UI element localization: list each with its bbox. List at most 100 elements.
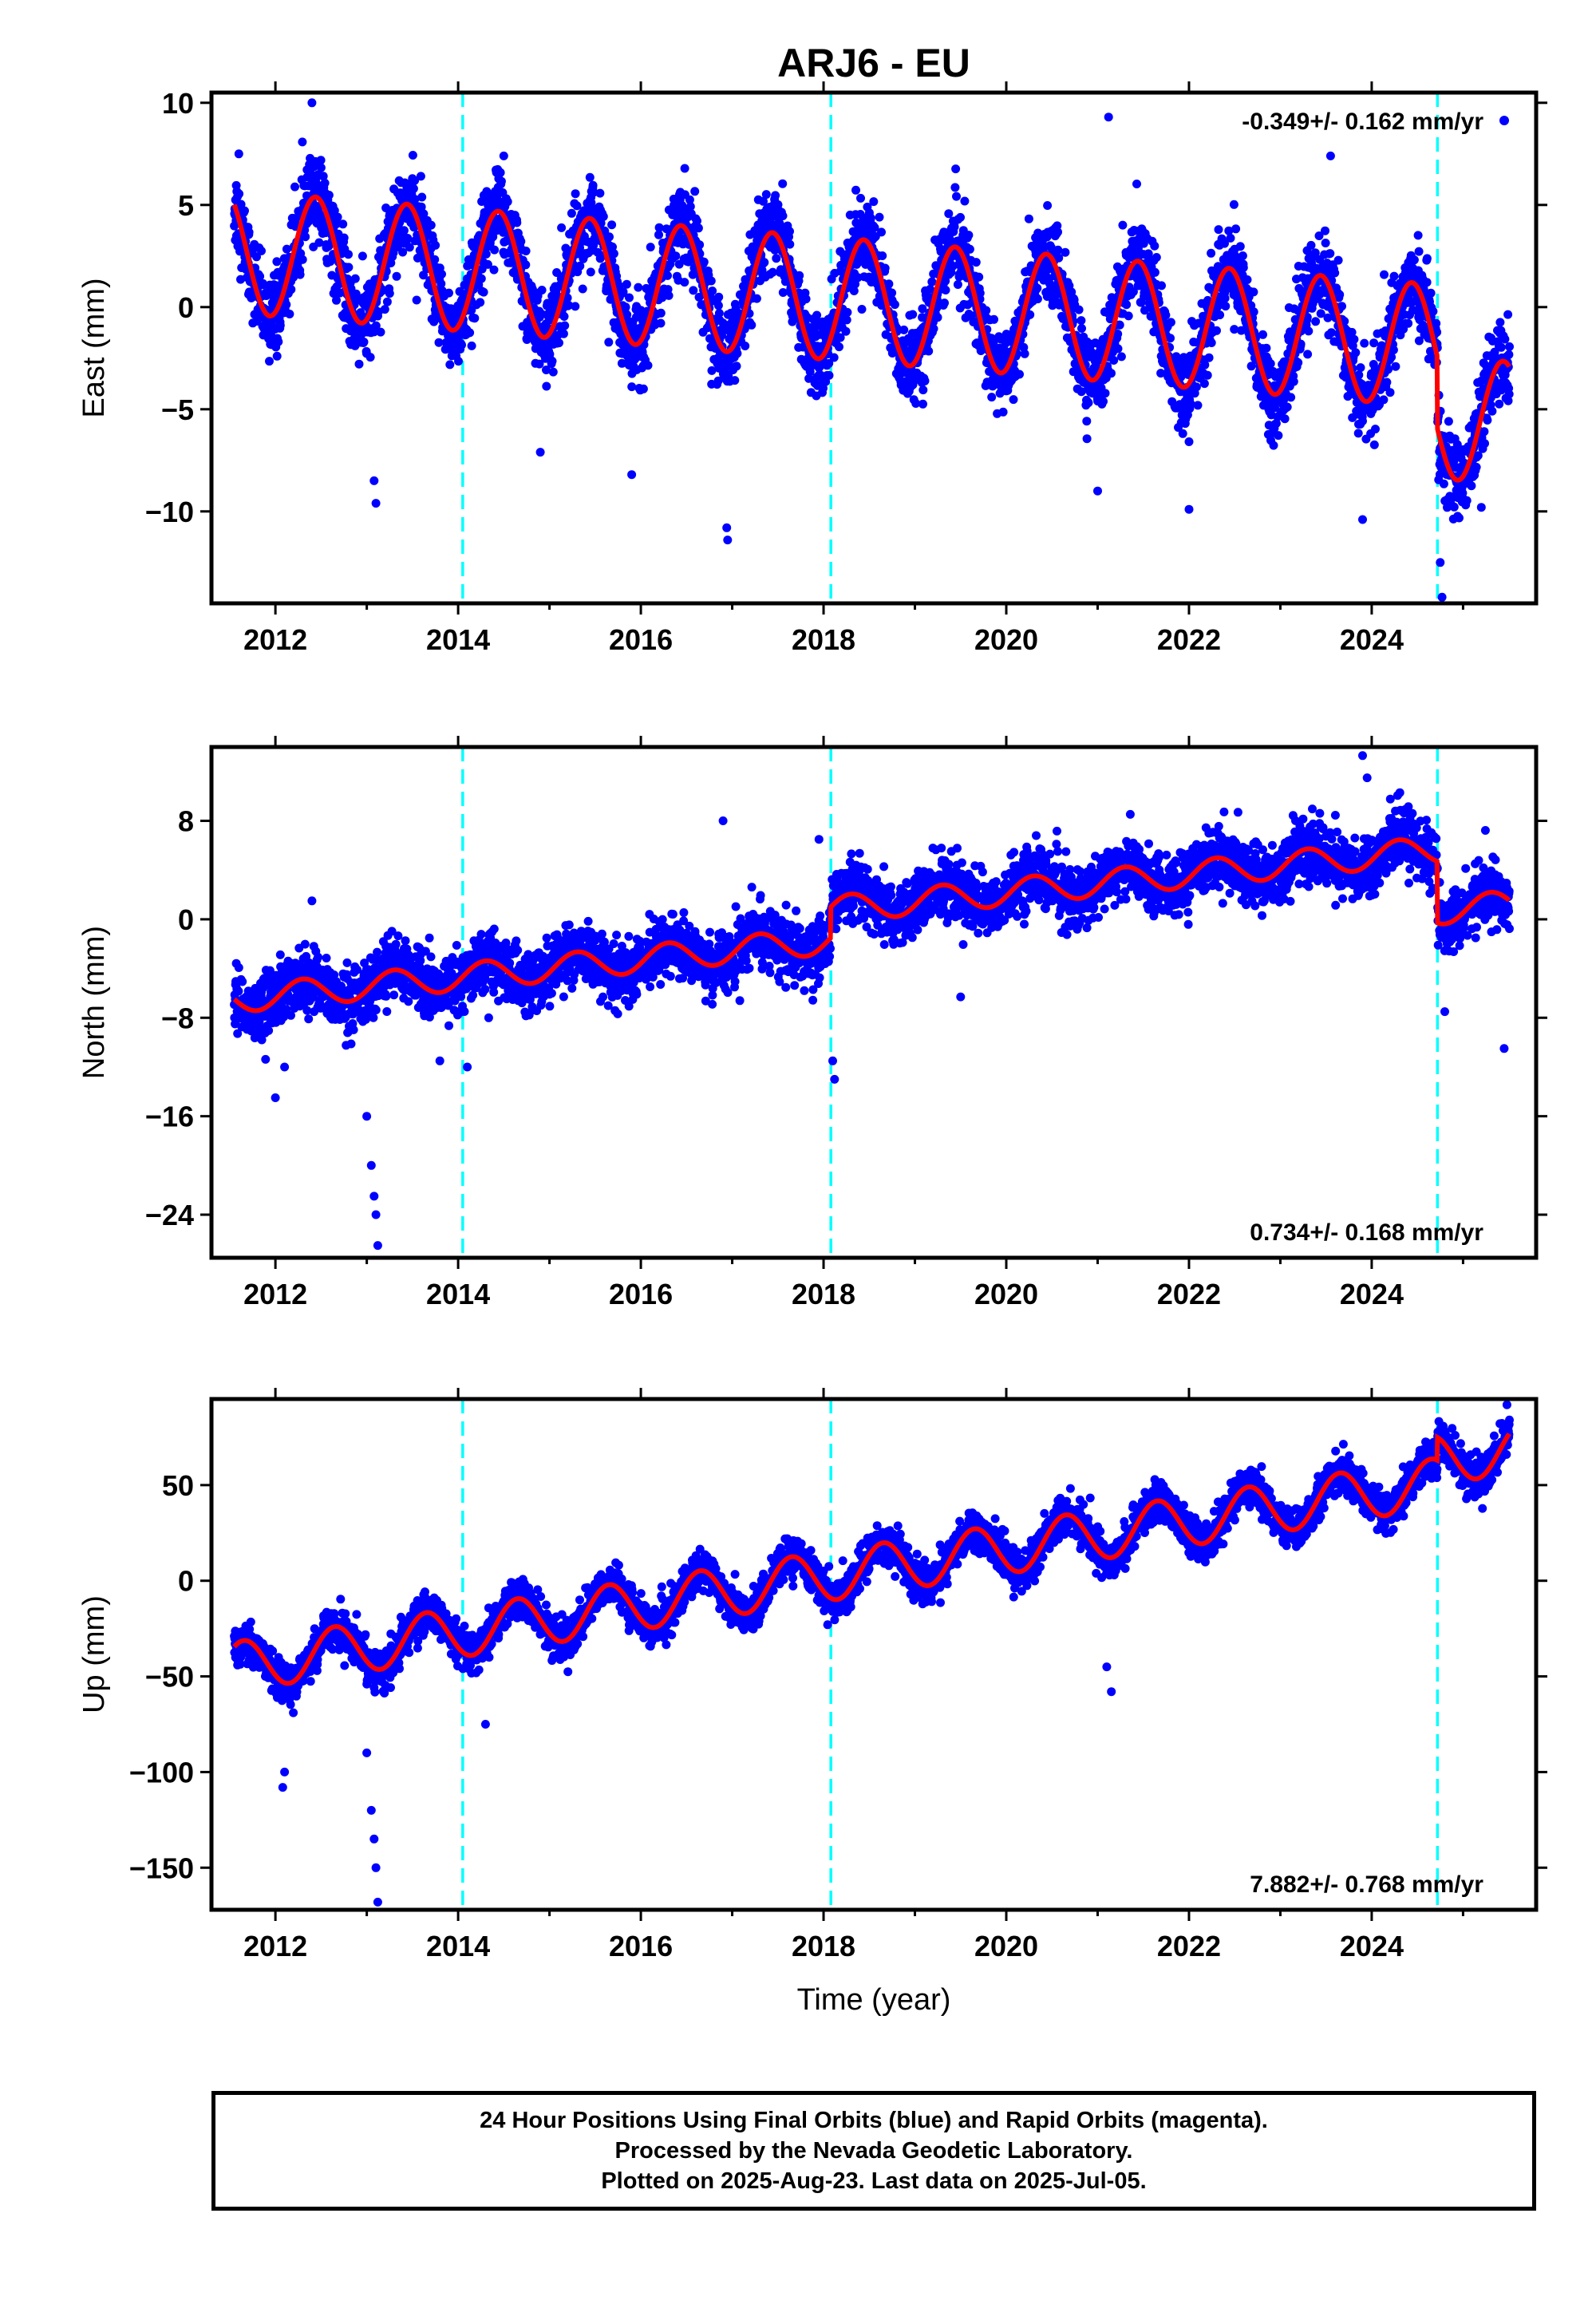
data-point bbox=[656, 308, 666, 318]
data-point bbox=[1025, 310, 1035, 319]
data-point bbox=[476, 274, 486, 283]
data-point bbox=[476, 298, 485, 307]
data-point bbox=[333, 212, 342, 222]
outlier-point bbox=[627, 470, 637, 480]
y-tick-label: −10 bbox=[145, 496, 194, 528]
data-point bbox=[564, 301, 574, 310]
data-point bbox=[1389, 346, 1398, 354]
data-point bbox=[1504, 350, 1514, 359]
data-point bbox=[587, 198, 596, 207]
data-point bbox=[542, 366, 551, 374]
outlier-point bbox=[1476, 503, 1486, 512]
data-point bbox=[457, 340, 466, 350]
data-point bbox=[496, 176, 506, 186]
data-point bbox=[998, 407, 1008, 417]
data-point bbox=[365, 353, 375, 362]
data-point bbox=[617, 358, 626, 368]
data-point bbox=[489, 265, 499, 275]
x-tick-label: 2020 bbox=[974, 623, 1038, 656]
data-point bbox=[1238, 251, 1247, 260]
y-tick-label: 0 bbox=[178, 291, 194, 324]
data-point bbox=[778, 211, 788, 220]
data-point bbox=[1303, 350, 1313, 359]
data-point bbox=[689, 286, 698, 295]
data-point bbox=[1413, 231, 1423, 240]
data-point bbox=[1391, 362, 1400, 371]
data-point bbox=[1212, 326, 1221, 335]
data-point bbox=[1409, 255, 1419, 265]
data-point bbox=[1487, 406, 1497, 416]
outlier-point bbox=[722, 523, 732, 532]
data-point bbox=[1500, 334, 1510, 344]
data-point bbox=[664, 290, 674, 300]
data-point bbox=[301, 232, 310, 242]
data-point bbox=[604, 338, 614, 347]
data-point bbox=[944, 209, 954, 219]
data-point bbox=[535, 359, 544, 369]
data-point bbox=[1203, 370, 1212, 380]
data-point bbox=[444, 288, 453, 298]
data-point bbox=[286, 285, 296, 294]
data-point bbox=[1505, 342, 1514, 351]
data-point bbox=[1015, 370, 1024, 379]
data-point bbox=[408, 151, 417, 160]
x-tick-label: 2014 bbox=[426, 623, 490, 656]
data-point bbox=[1495, 318, 1505, 327]
data-point bbox=[841, 326, 851, 336]
data-point bbox=[1193, 401, 1203, 410]
data-point bbox=[1444, 417, 1453, 426]
data-point bbox=[290, 182, 299, 192]
data-point bbox=[880, 263, 890, 273]
data-point bbox=[695, 240, 705, 250]
data-point bbox=[1214, 225, 1223, 235]
data-point bbox=[598, 211, 608, 221]
x-tick-label: 2022 bbox=[1157, 623, 1221, 656]
data-point bbox=[1349, 334, 1359, 344]
data-point bbox=[974, 272, 984, 282]
data-point bbox=[875, 212, 884, 222]
data-point bbox=[951, 164, 961, 174]
data-point bbox=[778, 288, 788, 297]
data-point bbox=[1020, 349, 1029, 358]
data-point bbox=[1455, 513, 1464, 523]
data-point bbox=[1226, 233, 1235, 243]
data-point bbox=[1161, 310, 1171, 320]
data-point bbox=[275, 321, 285, 330]
data-point bbox=[559, 329, 568, 338]
data-point bbox=[878, 251, 887, 260]
data-point bbox=[671, 251, 681, 261]
data-point bbox=[1289, 377, 1298, 386]
data-point bbox=[430, 255, 440, 264]
outlier-point bbox=[369, 476, 379, 485]
data-point bbox=[344, 250, 353, 259]
east-frame bbox=[209, 90, 1539, 606]
data-point bbox=[634, 283, 643, 292]
data-point bbox=[1311, 317, 1321, 326]
data-point bbox=[607, 220, 617, 230]
data-point bbox=[338, 219, 348, 229]
data-point bbox=[851, 185, 860, 195]
x-tick-label: 2024 bbox=[1340, 623, 1404, 656]
outlier-point bbox=[1325, 151, 1335, 160]
data-point bbox=[1360, 338, 1369, 348]
data-point bbox=[354, 359, 364, 369]
data-point bbox=[1229, 200, 1238, 209]
data-point bbox=[560, 321, 570, 330]
data-point bbox=[429, 317, 439, 326]
data-point bbox=[1033, 283, 1042, 293]
data-point bbox=[760, 258, 769, 267]
data-point bbox=[1009, 395, 1018, 405]
data-point bbox=[1249, 287, 1258, 297]
data-point bbox=[1242, 275, 1252, 284]
data-point bbox=[908, 310, 918, 319]
y-tick-label: −5 bbox=[161, 393, 194, 426]
data-point bbox=[801, 294, 811, 304]
data-point bbox=[234, 963, 243, 972]
data-point bbox=[621, 302, 630, 312]
data-point bbox=[1077, 316, 1086, 326]
data-point bbox=[1358, 417, 1367, 426]
data-point bbox=[332, 295, 341, 305]
data-point bbox=[1207, 338, 1216, 347]
data-point bbox=[585, 172, 595, 182]
data-point bbox=[699, 257, 709, 267]
